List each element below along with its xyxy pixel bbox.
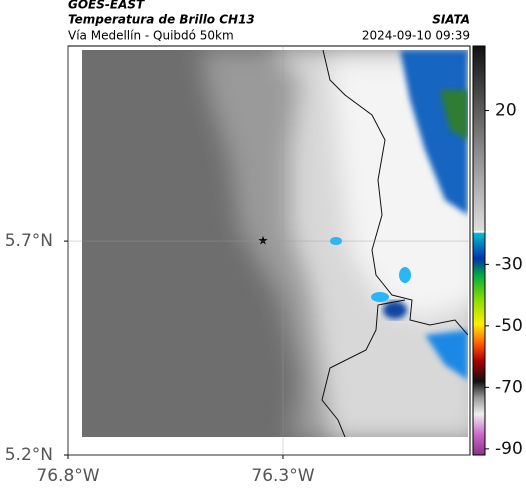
y-tick-label: 5.7°N bbox=[5, 231, 53, 251]
colorbar-tick-label: -50 bbox=[495, 316, 523, 336]
marker: ★ bbox=[258, 234, 269, 248]
colorbar bbox=[472, 45, 486, 456]
route: Vía Medellín - Quibdó 50km bbox=[68, 29, 234, 43]
y-tick-label: 5.2°N bbox=[5, 445, 53, 465]
source: SIATA bbox=[432, 13, 470, 27]
colorbar-tick-label: -30 bbox=[495, 254, 523, 274]
colorbar-tick-label: -70 bbox=[495, 377, 523, 397]
imagery bbox=[82, 50, 468, 437]
product: Temperatura de Brillo CH13 bbox=[68, 13, 255, 27]
colorbar-tick-label: 20 bbox=[495, 101, 517, 121]
x-tick-label: 76.3°W bbox=[251, 466, 314, 486]
satellite: GOES-EAST bbox=[68, 0, 145, 12]
colorbar-tick-label: -90 bbox=[495, 439, 523, 459]
x-tick-label: 76.8°W bbox=[36, 466, 99, 486]
datetime: 2024-09-10 09:39 bbox=[362, 29, 470, 43]
